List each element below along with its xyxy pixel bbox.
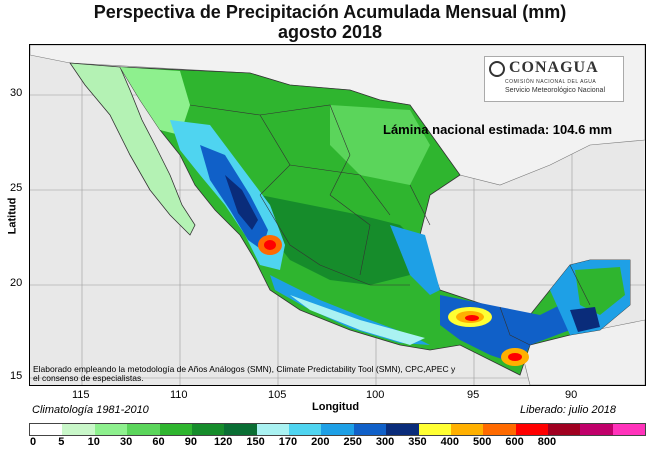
baja-california — [69, 62, 196, 236]
legend-swatch — [418, 424, 451, 435]
legend-label: 350 — [408, 436, 427, 448]
northeast-green — [330, 105, 430, 185]
map-subtitle: agosto 2018 — [277, 22, 383, 42]
legend-swatch — [224, 424, 257, 435]
x-tick-95: 95 — [467, 389, 480, 401]
x-tick-100: 100 — [366, 389, 385, 401]
yucatan-deep — [570, 307, 600, 332]
legend-label: 500 — [472, 436, 492, 448]
legend-label: 5 — [58, 436, 65, 448]
conagua-emblem-icon — [489, 61, 505, 77]
legend-swatch — [256, 424, 289, 435]
x-axis-title: Longitud — [312, 401, 360, 413]
legend-label: 300 — [375, 436, 395, 448]
legend-label: 250 — [343, 436, 362, 448]
y-tick-30: 30 — [10, 87, 23, 99]
release-label: Liberado: julio 2018 — [520, 404, 617, 416]
legend-label: 60 — [152, 436, 165, 448]
legend-swatch — [289, 424, 322, 435]
sonora-light — [120, 67, 190, 135]
legend-swatch — [62, 424, 95, 435]
legend-label: 10 — [87, 436, 100, 448]
legend-swatch — [353, 424, 387, 435]
legend-swatch — [386, 424, 419, 435]
map-title: Perspectiva de Precipitación Acumulada M… — [93, 2, 567, 22]
legend-swatch — [127, 424, 160, 435]
legend-swatch — [30, 424, 63, 435]
legend-swatch — [548, 424, 581, 435]
legend-swatch — [450, 424, 484, 435]
y-tick-15: 15 — [10, 370, 23, 382]
legend-swatch — [191, 424, 225, 435]
legend-label: 0 — [29, 436, 37, 448]
legend-label: 200 — [311, 436, 330, 448]
legend-swatch — [580, 424, 613, 435]
logo-subtitle: COMISIÓN NACIONAL DEL AGUA — [505, 79, 597, 85]
national-estimate: Lámina nacional estimada: 104.6 mm — [383, 122, 613, 137]
legend-label: 90 — [184, 436, 197, 448]
color-legend — [29, 423, 646, 436]
chiapas-core — [508, 353, 522, 361]
legend-label: 400 — [440, 436, 459, 448]
legend-label: 150 — [246, 436, 265, 448]
legend-swatch — [159, 424, 192, 435]
gulf-coast-blue — [390, 225, 440, 295]
x-tick-115: 115 — [72, 389, 90, 401]
legend-label: 30 — [119, 436, 133, 448]
pacific-coast-blue — [270, 275, 430, 345]
legend-labels: 0 5 10 30 60 90 120 150 170 200 250 300 350 400 500 600… — [0, 436, 660, 450]
legend-swatch — [612, 424, 646, 435]
climatology-label: Climatología 1981-2010 — [32, 404, 149, 416]
legend-label: 600 — [505, 436, 524, 448]
nayarit-core — [264, 240, 276, 250]
yucatan-green — [575, 267, 625, 315]
sierra-deep — [225, 175, 258, 230]
central-dark — [260, 195, 420, 285]
x-tick-110: 110 — [170, 389, 188, 401]
legend-swatch — [321, 424, 354, 435]
y-axis-title: Latitud — [6, 197, 19, 235]
y-tick-25: 25 — [10, 182, 23, 194]
y-tick-20: 20 — [10, 277, 23, 289]
logo-service: Servicio Meteorológico Nacional — [505, 87, 605, 94]
legend-swatch — [483, 424, 516, 435]
legend-label: 800 — [537, 436, 557, 448]
x-tick-90: 90 — [565, 389, 578, 401]
legend-swatch — [515, 424, 548, 435]
x-tick-105: 105 — [268, 389, 287, 401]
methodology-note: Elaborado empleando la metodología de Añ… — [33, 364, 456, 383]
logo-brand: CONAGUA — [509, 59, 599, 76]
pacific-cyan — [290, 295, 425, 345]
legend-label: 170 — [278, 436, 298, 448]
conagua-logo: CONAGUA COMISIÓN NACIONAL DEL AGUA Servi… — [484, 56, 624, 102]
legend-label: 120 — [214, 436, 233, 448]
legend-swatch — [94, 424, 128, 435]
tabasco-red — [465, 315, 479, 321]
state-borders — [189, 104, 591, 346]
